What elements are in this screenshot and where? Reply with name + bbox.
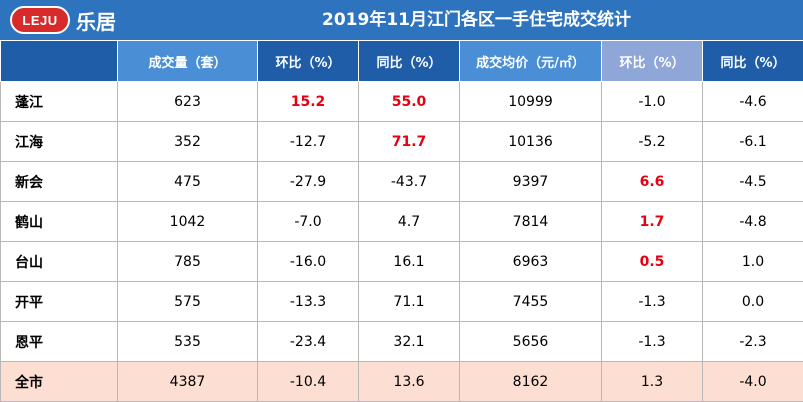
- header-price-yoy: 同比（%）: [703, 41, 803, 82]
- cell-price-mom: -1.0: [602, 82, 703, 122]
- cell-volume-yoy: 55.0: [359, 82, 460, 122]
- cell-volume-mom: -7.0: [258, 202, 359, 242]
- cell-volume: 785: [118, 242, 258, 282]
- stats-table: 成交量（套） 环比（%） 同比（%） 成交均价（元/㎡） 环比（%） 同比（%）…: [0, 40, 803, 402]
- district-name: 恩平: [1, 322, 118, 362]
- header-volume: 成交量（套）: [118, 41, 258, 82]
- leju-logo: LEJU 乐居: [10, 5, 116, 35]
- district-name: 蓬江: [1, 82, 118, 122]
- cell-price-mom: -5.2: [602, 122, 703, 162]
- cell-volume-mom: -13.3: [258, 282, 359, 322]
- cell-avg-price: 7455: [460, 282, 602, 322]
- cell-price-yoy: -4.6: [703, 82, 803, 122]
- cell-volume-yoy: 4.7: [359, 202, 460, 242]
- cell-volume: 575: [118, 282, 258, 322]
- table-header-row: 成交量（套） 环比（%） 同比（%） 成交均价（元/㎡） 环比（%） 同比（%）: [1, 41, 803, 82]
- cell-avg-price: 5656: [460, 322, 602, 362]
- cell-volume-yoy: -43.7: [359, 162, 460, 202]
- cell-volume-mom: -16.0: [258, 242, 359, 282]
- cell-volume-yoy: 13.6: [359, 362, 460, 402]
- header-district: [1, 41, 118, 82]
- cell-volume-mom: -10.4: [258, 362, 359, 402]
- cell-volume-yoy: 71.1: [359, 282, 460, 322]
- cell-volume-mom: -23.4: [258, 322, 359, 362]
- cell-avg-price: 7814: [460, 202, 602, 242]
- district-name: 开平: [1, 282, 118, 322]
- cell-price-yoy: 0.0: [703, 282, 803, 322]
- cell-volume-mom: -27.9: [258, 162, 359, 202]
- cell-price-mom: -1.3: [602, 282, 703, 322]
- cell-volume-yoy: 16.1: [359, 242, 460, 282]
- cell-price-mom: 1.7: [602, 202, 703, 242]
- cell-price-yoy: -2.3: [703, 322, 803, 362]
- cell-volume-yoy: 32.1: [359, 322, 460, 362]
- cell-price-yoy: -6.1: [703, 122, 803, 162]
- cell-volume: 475: [118, 162, 258, 202]
- page-title: 2019年11月江门各区一手住宅成交统计: [150, 0, 803, 40]
- district-name: 全市: [1, 362, 118, 402]
- cell-avg-price: 10136: [460, 122, 602, 162]
- cell-price-mom: 6.6: [602, 162, 703, 202]
- header-volume-mom: 环比（%）: [258, 41, 359, 82]
- district-name: 台山: [1, 242, 118, 282]
- district-name: 江海: [1, 122, 118, 162]
- header-price-mom: 环比（%）: [602, 41, 703, 82]
- cell-price-mom: 1.3: [602, 362, 703, 402]
- cell-volume: 1042: [118, 202, 258, 242]
- cell-avg-price: 10999: [460, 82, 602, 122]
- cell-volume-mom: -12.7: [258, 122, 359, 162]
- cell-volume-mom: 15.2: [258, 82, 359, 122]
- cell-volume-yoy: 71.7: [359, 122, 460, 162]
- leju-logo-mark: LEJU: [10, 6, 70, 34]
- header-avg-price: 成交均价（元/㎡）: [460, 41, 602, 82]
- cell-volume: 535: [118, 322, 258, 362]
- cell-price-yoy: 1.0: [703, 242, 803, 282]
- cell-avg-price: 6963: [460, 242, 602, 282]
- cell-price-mom: -1.3: [602, 322, 703, 362]
- cell-price-mom: 0.5: [602, 242, 703, 282]
- cell-volume: 352: [118, 122, 258, 162]
- title-bar: LEJU 乐居 2019年11月江门各区一手住宅成交统计: [0, 0, 803, 40]
- leju-logo-name: 乐居: [76, 6, 116, 35]
- cell-price-yoy: -4.5: [703, 162, 803, 202]
- cell-price-yoy: -4.0: [703, 362, 803, 402]
- cell-avg-price: 8162: [460, 362, 602, 402]
- header-volume-yoy: 同比（%）: [359, 41, 460, 82]
- cell-avg-price: 9397: [460, 162, 602, 202]
- cell-volume: 4387: [118, 362, 258, 402]
- district-name: 新会: [1, 162, 118, 202]
- cell-volume: 623: [118, 82, 258, 122]
- district-name: 鹤山: [1, 202, 118, 242]
- cell-price-yoy: -4.8: [703, 202, 803, 242]
